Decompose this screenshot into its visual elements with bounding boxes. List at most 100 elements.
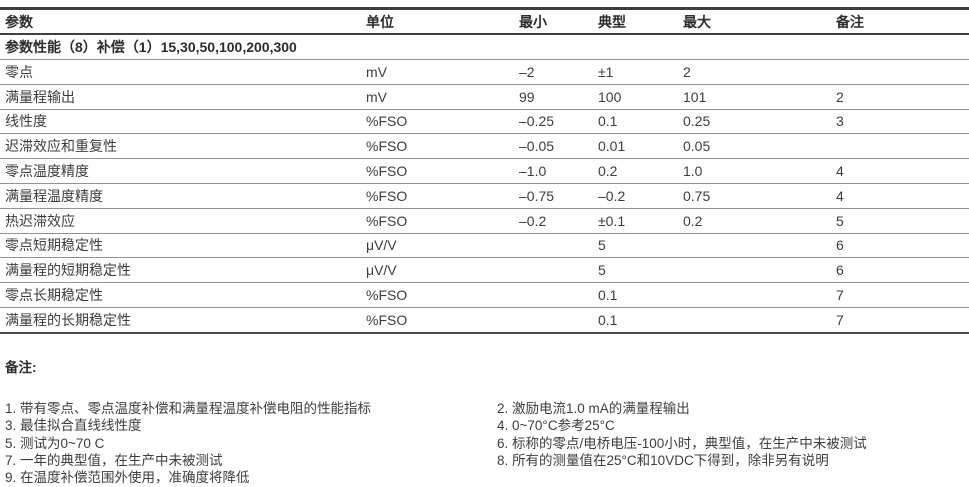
unit-cell: %FSO [366, 208, 519, 234]
note-item-5: 5. 测试为0~70 C [5, 435, 105, 451]
notes-columns: 1. 带有零点、零点温度补偿和满量程温度补偿电阻的性能指标 3. 最佳拟合直线线… [5, 400, 969, 487]
typ-cell: 5 [598, 233, 683, 259]
note-cell: 7 [836, 307, 969, 334]
param-cell: 零点温度精度 [0, 158, 366, 184]
note-item-8: 8. 所有的测量值在25°C和10VDC下得到，除非另有说明 [497, 452, 829, 468]
unit-cell: %FSO [366, 133, 519, 160]
unit-cell: %FSO [366, 307, 519, 334]
param-cell: 迟滞效应和重复性 [0, 133, 366, 160]
typ-cell: 100 [598, 84, 683, 110]
min-cell: –2 [519, 59, 598, 85]
unit-cell: %FSO [366, 109, 519, 135]
col-header-typical: 典型 [598, 7, 683, 35]
col-header-note: 备注 [836, 7, 969, 35]
max-cell [683, 257, 836, 284]
max-cell: 0.25 [683, 109, 836, 135]
typ-cell: –0.2 [598, 183, 683, 209]
unit-cell: %FSO [366, 183, 519, 209]
section-header: 参数性能（8）补偿（1）15,30,50,100,200,300 [0, 34, 969, 60]
max-cell: 0.2 [683, 208, 836, 234]
max-cell: 101 [683, 84, 836, 110]
table-row: 热迟滞效应 %FSO –0.2 ±0.1 0.2 5 [0, 208, 969, 234]
unit-cell: %FSO [366, 282, 519, 308]
min-cell [519, 282, 598, 308]
min-cell [519, 257, 598, 284]
table-row: 零点温度精度 %FSO –1.0 0.2 1.0 4 [0, 158, 969, 184]
note-cell: 7 [836, 282, 969, 308]
unit-cell: μV/V [366, 233, 519, 259]
min-cell: –0.75 [519, 183, 598, 209]
unit-cell: %FSO [366, 158, 519, 184]
param-cell: 线性度 [0, 109, 366, 135]
note-cell [836, 59, 969, 85]
note-cell: 5 [836, 208, 969, 234]
max-cell: 2 [683, 59, 836, 85]
min-cell [519, 307, 598, 334]
notes-section: 备注: 1. 带有零点、零点温度补偿和满量程温度补偿电阻的性能指标 3. 最佳拟… [0, 360, 969, 487]
col-header-max: 最大 [683, 7, 836, 35]
min-cell: –0.05 [519, 133, 598, 160]
typ-cell: 5 [598, 257, 683, 284]
col-header-parameter: 参数 [0, 7, 366, 35]
note-item-9: 9. 在温度补偿范围外使用，准确度将降低 [5, 470, 250, 486]
table-row: 零点短期稳定性 μV/V 5 6 [0, 233, 969, 259]
col-header-min: 最小 [519, 7, 598, 35]
table-row: 迟滞效应和重复性 %FSO –0.05 0.01 0.05 [0, 133, 969, 160]
typ-cell: 0.01 [598, 133, 683, 160]
typ-cell: 0.2 [598, 158, 683, 184]
col-header-unit: 单位 [366, 7, 519, 35]
table-row: 零点长期稳定性 %FSO 0.1 7 [0, 282, 969, 308]
param-cell: 零点长期稳定性 [0, 282, 366, 308]
note-item-7: 7. 一年的典型值，在生产中未被测试 [5, 452, 223, 468]
typ-cell: 0.1 [598, 307, 683, 334]
table-row: 满量程的短期稳定性 μV/V 5 6 [0, 257, 969, 284]
note-cell: 4 [836, 158, 969, 184]
min-cell: 99 [519, 84, 598, 110]
note-item-1: 1. 带有零点、零点温度补偿和满量程温度补偿电阻的性能指标 [5, 400, 372, 416]
max-cell [683, 233, 836, 259]
param-cell: 满量程的长期稳定性 [0, 307, 366, 334]
section-header-row: 参数性能（8）补偿（1）15,30,50,100,200,300 [0, 34, 969, 60]
note-cell: 6 [836, 257, 969, 284]
note-cell: 4 [836, 183, 969, 209]
param-cell: 零点 [0, 59, 366, 85]
typ-cell: 0.1 [598, 109, 683, 135]
typ-cell: ±1 [598, 59, 683, 85]
min-cell: –0.25 [519, 109, 598, 135]
typ-cell: ±0.1 [598, 208, 683, 234]
note-cell: 2 [836, 84, 969, 110]
note-item-2: 2. 激励电流1.0 mA的满量程输出 [497, 400, 690, 416]
table-row: 满量程输出 mV 99 100 101 2 [0, 84, 969, 110]
note-cell: 3 [836, 109, 969, 135]
unit-cell: mV [366, 84, 519, 110]
min-cell: –0.2 [519, 208, 598, 234]
max-cell: 0.75 [683, 183, 836, 209]
note-item-6: 6. 标称的零点/电桥电压-100小时，典型值，在生产中未被测试 [497, 435, 867, 451]
table-row: 满量程的长期稳定性 %FSO 0.1 7 [0, 307, 969, 334]
min-cell: –1.0 [519, 158, 598, 184]
table-row: 零点 mV –2 ±1 2 [0, 59, 969, 85]
param-cell: 满量程输出 [0, 84, 366, 110]
min-cell [519, 233, 598, 259]
param-cell: 满量程温度精度 [0, 183, 366, 209]
notes-column-left: 1. 带有零点、零点温度补偿和满量程温度补偿电阻的性能指标 3. 最佳拟合直线线… [5, 400, 497, 487]
typ-cell: 0.1 [598, 282, 683, 308]
max-cell: 1.0 [683, 158, 836, 184]
param-cell: 零点短期稳定性 [0, 233, 366, 259]
note-cell: 6 [836, 233, 969, 259]
table-header-row: 参数 单位 最小 典型 最大 备注 [0, 7, 969, 35]
max-cell [683, 282, 836, 308]
table-row: 满量程温度精度 %FSO –0.75 –0.2 0.75 4 [0, 183, 969, 209]
max-cell: 0.05 [683, 133, 836, 160]
note-item-3: 3. 最佳拟合直线线性度 [5, 418, 142, 434]
note-cell [836, 133, 969, 160]
unit-cell: μV/V [366, 257, 519, 284]
unit-cell: mV [366, 59, 519, 85]
param-cell: 满量程的短期稳定性 [0, 257, 366, 284]
notes-title: 备注: [5, 359, 37, 375]
note-item-4: 4. 0~70°C参考25°C [497, 418, 615, 434]
notes-column-right: 2. 激励电流1.0 mA的满量程输出 4. 0~70°C参考25°C 6. 标… [497, 400, 969, 487]
spec-table: 参数 单位 最小 典型 最大 备注 参数性能（8）补偿（1）15,30,50,1… [0, 7, 969, 334]
max-cell [683, 307, 836, 334]
